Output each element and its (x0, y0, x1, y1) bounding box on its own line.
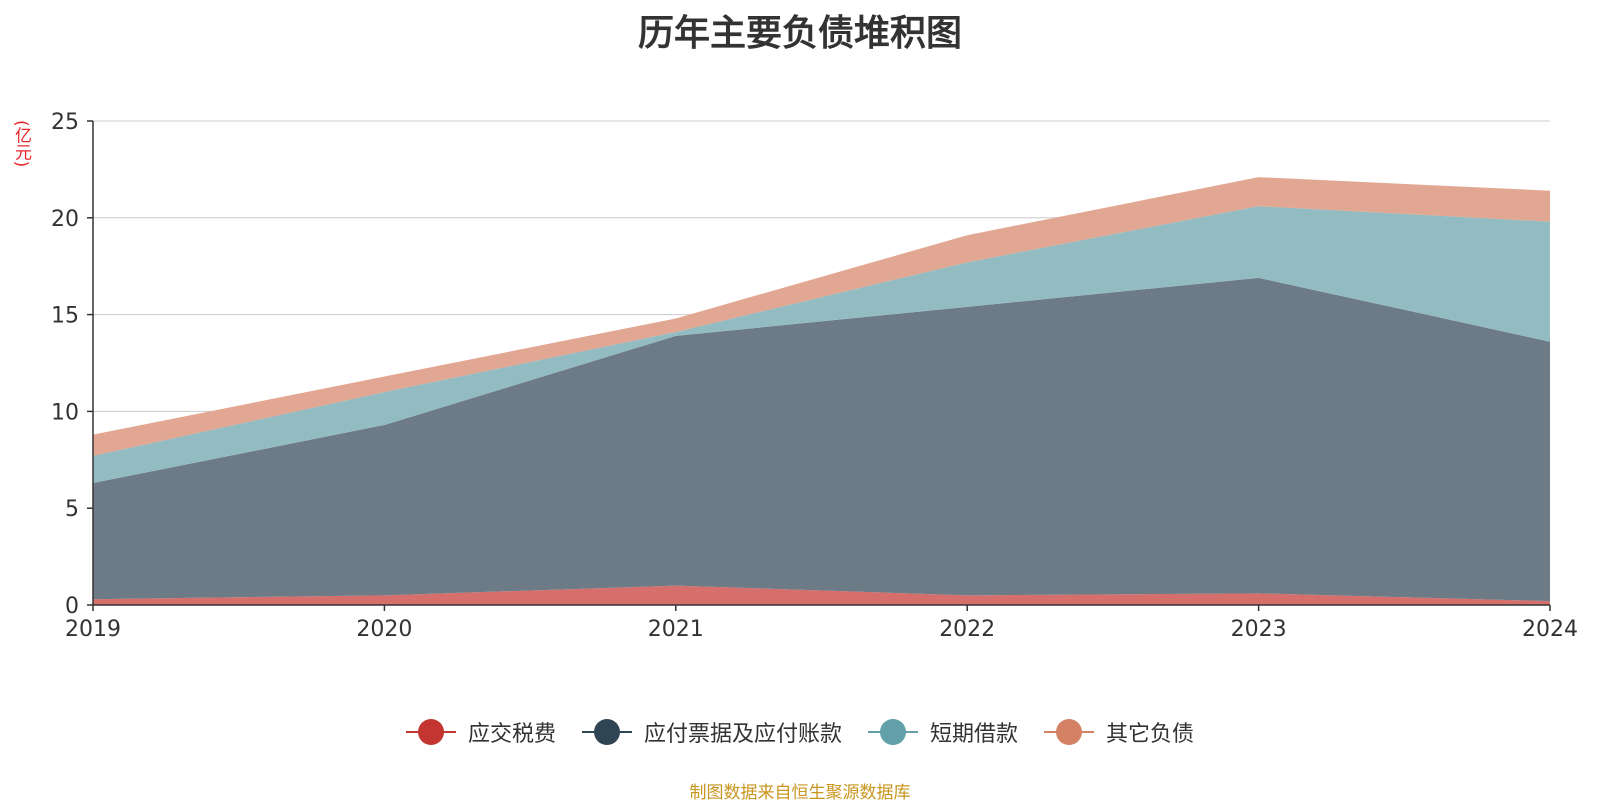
legend-label: 其它负债 (1106, 722, 1195, 747)
legend-label: 短期借款 (930, 722, 1019, 747)
area-series-0 (93, 585, 1550, 605)
y-tick-label: 20 (51, 207, 79, 232)
y-tick-label: 15 (51, 304, 79, 329)
legend-marker-icon (1044, 719, 1095, 745)
legend-item-3[interactable]: 其它负债 (1044, 716, 1194, 748)
area-series-2 (93, 206, 1550, 484)
legend-label: 应付票据及应付账款 (643, 722, 842, 747)
x-tick-label: 2022 (939, 617, 995, 642)
legend: 应交税费 应付票据及应付账款 短期借款 其它负债 (0, 716, 1600, 748)
stacked-area-chart: 0 5 10 15 20 25 2019 2020 2021 2022 2023 2024 (51, 110, 1578, 642)
x-tick-label: 2023 (1231, 617, 1287, 642)
legend-label: 应交税费 (467, 722, 556, 747)
y-tick-label: 10 (51, 400, 79, 425)
x-tick-label: 2021 (648, 617, 704, 642)
area-series-3 (93, 177, 1550, 456)
x-tick-label: 2024 (1522, 617, 1578, 642)
y-axis-unit-label: (亿元) (11, 120, 31, 168)
y-tick-label: 5 (65, 497, 79, 522)
legend-item-0[interactable]: 应交税费 (405, 716, 556, 748)
legend-marker-icon (581, 719, 632, 745)
legend-marker-icon (868, 719, 918, 745)
x-tick-label: 2019 (65, 617, 121, 642)
legend-marker-icon (405, 719, 456, 745)
y-tick-label: 0 (65, 594, 79, 619)
chart-title: 历年主要负债堆积图 (637, 13, 962, 54)
legend-item-1[interactable]: 应付票据及应付账款 (581, 716, 842, 748)
legend-item-2[interactable]: 短期借款 (868, 716, 1018, 748)
y-tick-label: 25 (51, 110, 79, 135)
area-series-1 (93, 277, 1550, 602)
data-source-note: 制图数据来自恒生聚源数据库 (689, 783, 911, 803)
x-tick-label: 2020 (356, 617, 412, 642)
